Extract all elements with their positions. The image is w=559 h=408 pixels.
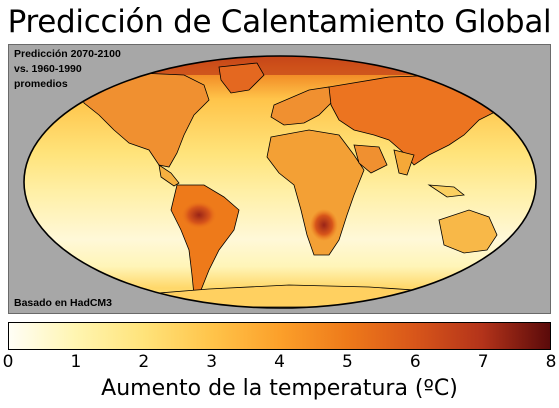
colorbar-ticks: 0 1 2 3 4 5 6 7 8 [0,351,559,373]
map-panel: Predicción 2070-2100 vs. 1960-1990 prome… [8,44,551,314]
colorbar-tick-0: 0 [2,352,14,372]
colorbar-tick-5: 5 [341,352,353,372]
period-line-1: Predicción 2070-2100 [14,48,121,60]
period-line-3: promedios [14,78,68,90]
colorbar-tick-7: 7 [477,352,489,372]
period-annotation: Predicción 2070-2100 vs. 1960-1990 prome… [14,47,154,92]
world-map [23,55,537,309]
colorbar-tick-6: 6 [409,352,421,372]
colorbar-tick-4: 4 [274,352,285,372]
temperature-field [24,56,536,308]
colorbar-tick-3: 3 [206,352,218,372]
colorbar-tick-2: 2 [138,352,150,372]
page-title: Predicción de Calentamiento Global [7,4,552,40]
colorbar-label: Aumento de la temperatura (ºC) [101,376,458,401]
globe-outline [23,55,537,309]
period-line-2: vs. 1960-1990 [14,63,82,75]
colorbar-tick-1: 1 [70,352,82,372]
model-annotation: Basado en HadCM3 [14,297,113,309]
colorbar-tick-8: 8 [545,352,557,372]
colorbar [8,322,551,350]
